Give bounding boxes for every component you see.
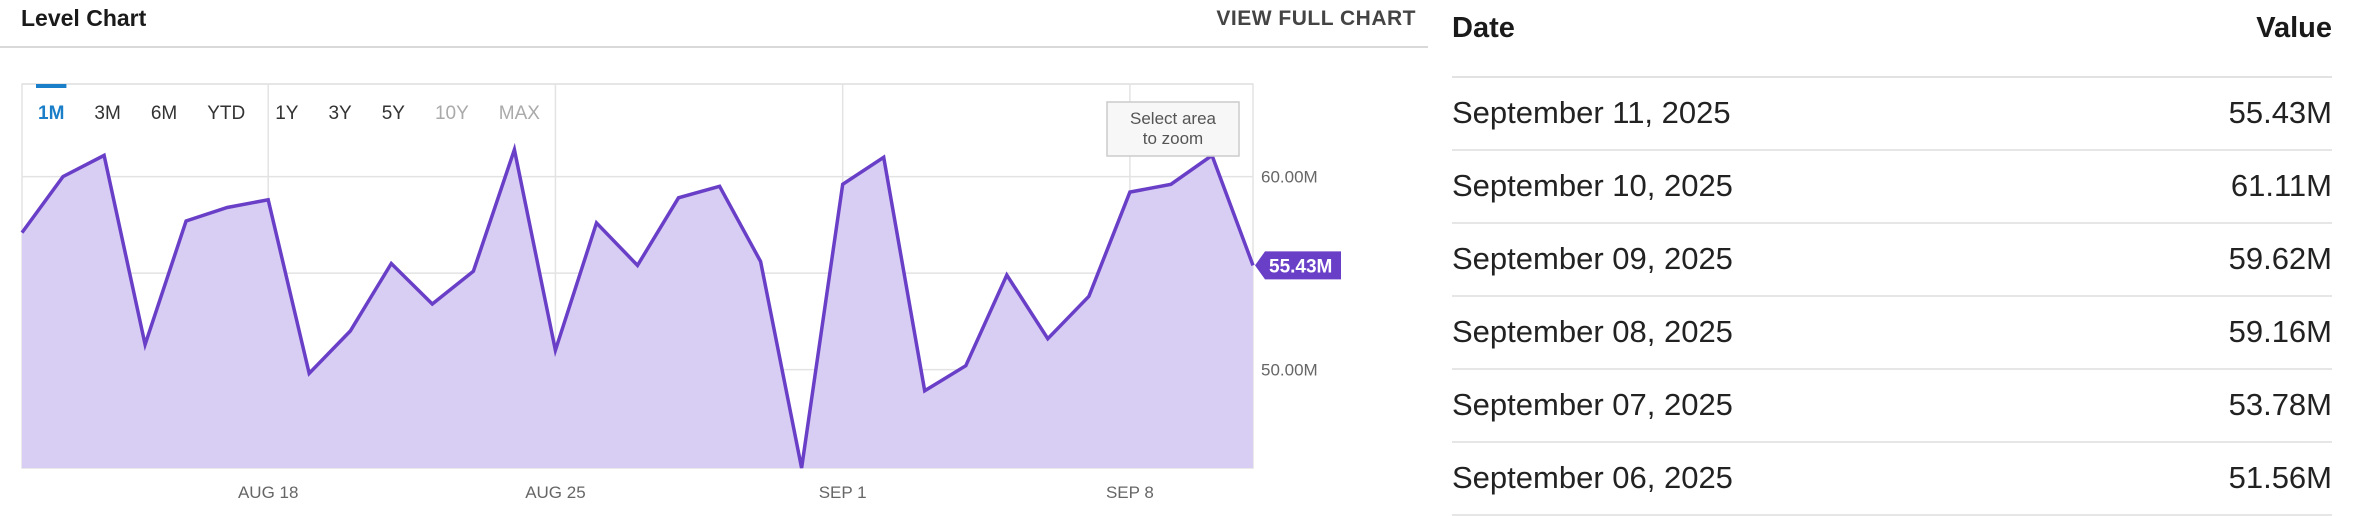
row-date: September 07, 2025 xyxy=(1452,387,1733,422)
view-full-chart-link[interactable]: VIEW FULL CHART xyxy=(1216,7,1416,30)
range-button-max: MAX xyxy=(499,103,541,124)
range-button-1y[interactable]: 1Y xyxy=(275,103,299,124)
y-tick-label: 50.00M xyxy=(1261,361,1318,380)
row-value: 55.43M xyxy=(2228,95,2332,130)
series-line xyxy=(20,142,1255,469)
zoom-hint-text: Select area xyxy=(1130,109,1217,128)
x-tick-label: SEP 8 xyxy=(1106,483,1154,502)
row-date: September 11, 2025 xyxy=(1452,95,1731,130)
range-button-5y[interactable]: 5Y xyxy=(382,103,406,124)
range-button-6m[interactable]: 6M xyxy=(151,103,177,124)
x-tick-label: AUG 18 xyxy=(238,483,298,502)
row-value: 53.78M xyxy=(2228,387,2332,422)
row-value: 59.16M xyxy=(2228,314,2332,349)
last-value-label: 55.43M xyxy=(1269,256,1332,277)
row-value: 51.56M xyxy=(2228,460,2332,495)
x-tick-label: AUG 25 xyxy=(525,483,585,502)
chart-header: Level Chart VIEW FULL CHART xyxy=(0,0,1428,48)
row-date: September 09, 2025 xyxy=(1452,241,1733,276)
zoom-hint-text: to zoom xyxy=(1143,129,1203,148)
chart-title: Level Chart xyxy=(21,5,147,31)
table-row: September 06, 2025 51.56M xyxy=(1452,443,2332,516)
y-tick-label: 60.00M xyxy=(1261,168,1318,187)
row-date: September 08, 2025 xyxy=(1452,314,1733,349)
range-button-3m[interactable]: 3M xyxy=(94,103,120,124)
level-chart[interactable]: AUG 18 AUG 25 SEP 1 SEP 8 60.00M 50.00M 55.43M… xyxy=(0,60,1430,507)
row-value: 61.11M xyxy=(2230,168,2332,203)
header-value: Value xyxy=(2256,12,2332,44)
table-row: September 07, 2025 53.78M xyxy=(1452,370,2332,443)
row-value: 59.62M xyxy=(2228,241,2332,276)
zoom-hint-box xyxy=(1106,101,1240,157)
active-range-indicator xyxy=(36,84,67,88)
table-header: Date Value xyxy=(1452,0,2332,78)
table-row: September 09, 2025 59.62M xyxy=(1452,224,2332,297)
row-date: September 06, 2025 xyxy=(1452,460,1733,495)
table-row: September 11, 2025 55.43M xyxy=(1452,78,2332,151)
range-button-10y: 10Y xyxy=(435,103,469,124)
x-tick-label: SEP 1 xyxy=(819,483,867,502)
range-button-3y[interactable]: 3Y xyxy=(328,103,352,124)
table-row: September 10, 2025 61.11M xyxy=(1452,151,2332,224)
header-date: Date xyxy=(1452,12,1515,44)
last-value-callout xyxy=(1255,251,1341,280)
row-date: September 10, 2025 xyxy=(1452,168,1733,203)
data-table: Date Value September 11, 2025 55.43M Sep… xyxy=(1452,0,2332,516)
range-button-ytd[interactable]: YTD xyxy=(207,103,245,124)
table-row: September 08, 2025 59.16M xyxy=(1452,297,2332,370)
series-area xyxy=(22,149,1253,468)
chart-panel: Level Chart VIEW FULL CHART AUG 18 AUG 25… xyxy=(0,0,1430,507)
range-button-1m[interactable]: 1M xyxy=(38,103,64,124)
